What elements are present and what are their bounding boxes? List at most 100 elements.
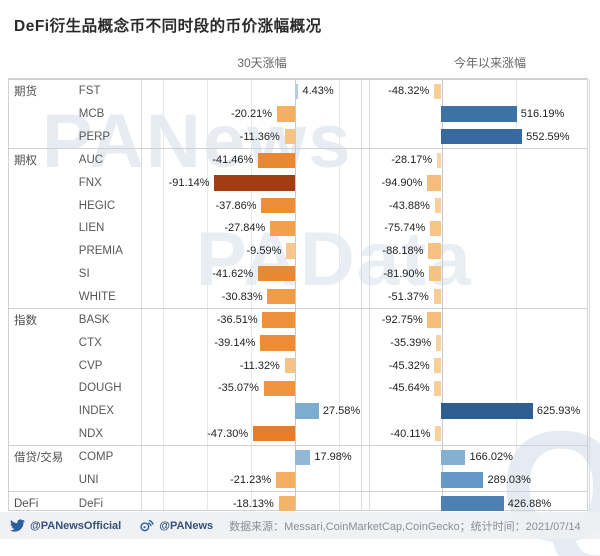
pane-header-ytd: 今年以来涨幅: [453, 56, 526, 70]
coin-label: LIEN: [78, 222, 105, 235]
pane-gap: [360, 332, 368, 355]
bar-ytd: [441, 472, 484, 488]
pane-gap: [360, 377, 368, 400]
table-row: PREMIA -9.59% -88.18%: [9, 240, 587, 263]
value-label: -35.39%: [390, 336, 432, 349]
table-row: DeFi DeFi -18.13% 426.88%: [9, 492, 587, 515]
chart-table: 期货 FST 4.43% -48.32% MCB -20.21% 516.19% PERP -1…: [8, 78, 590, 512]
gridline: [163, 79, 164, 510]
category-label: 期货: [14, 86, 37, 99]
pane-cell-ytd: -94.90%: [368, 172, 587, 195]
pane-gap: [360, 309, 368, 332]
value-label: -30.83%: [221, 290, 263, 303]
value-label: -45.32%: [388, 359, 430, 372]
pane-gap: [360, 125, 368, 148]
bar-d30: [214, 175, 295, 191]
value-label: -20.21%: [231, 108, 273, 121]
bar-ytd: [435, 425, 442, 442]
coin-label: WHITE: [78, 290, 116, 303]
table-row: PERP -11.36% 552.59%: [9, 125, 587, 148]
bar-d30: [257, 266, 295, 282]
coin-label: MCB: [78, 108, 105, 121]
pane-cell-d30: -35.07%: [141, 377, 360, 400]
category-label: [9, 332, 79, 355]
category-label: [9, 354, 79, 377]
gridline: [515, 79, 517, 510]
pane-gap: [360, 80, 368, 103]
bar-ytd: [434, 83, 442, 99]
value-label: -11.36%: [239, 130, 280, 143]
value-label: -43.88%: [388, 199, 430, 212]
pane-cell-d30: 4.43%: [141, 80, 360, 103]
bar-ytd: [433, 288, 442, 305]
bar-d30: [294, 403, 319, 419]
pane-header-30d: 30天涨幅: [237, 56, 287, 70]
pane-cell-ytd: -35.39%: [368, 332, 587, 355]
pane-cell-d30: -39.14%: [141, 332, 360, 355]
value-label: 552.59%: [526, 130, 570, 143]
pane-cell-d30: -18.13%: [141, 492, 360, 515]
value-label: 426.88%: [507, 497, 552, 510]
value-label: -92.75%: [381, 314, 423, 327]
coin-label: DOUGH: [78, 382, 122, 395]
bar-d30: [270, 220, 295, 237]
pane-cell-d30: -27.84%: [141, 217, 360, 240]
bar-ytd: [429, 220, 442, 237]
bar-ytd: [427, 175, 442, 191]
pane-gap: [360, 285, 368, 308]
pane-cell-ytd: -81.90%: [368, 263, 587, 286]
pane-cell-ytd: -88.18%: [368, 240, 587, 263]
pane-cell-d30: -9.59%: [141, 240, 360, 263]
table-row: 期权 AUC -41.46% -28.17%: [9, 149, 587, 172]
table-row: FNX -91.14% -94.90%: [9, 172, 587, 195]
pane-cell-d30: -30.83%: [141, 285, 360, 308]
pane-border: [589, 79, 590, 510]
coin-label: HEGIC: [78, 199, 116, 212]
category-label: [9, 377, 79, 400]
category-label: [9, 103, 79, 126]
pane-cell-ytd: 289.03%: [368, 469, 587, 492]
value-label: 625.93%: [536, 404, 581, 417]
value-label: -47.30%: [207, 427, 249, 440]
pane-border: [369, 79, 370, 510]
pane-gap: [360, 240, 368, 263]
bar-d30: [262, 312, 295, 328]
bar-ytd: [441, 495, 504, 512]
weibo-handle: @PANews: [159, 519, 214, 532]
pane-gap: [360, 422, 368, 445]
value-label: -51.37%: [387, 290, 429, 303]
twitter-handle: @PANewsOfficial: [30, 519, 122, 532]
table-row: UNI -21.23% 289.03%: [9, 469, 587, 492]
bar-d30: [260, 335, 295, 351]
category-group: DeFi DeFi -18.13% 426.88%: [9, 491, 587, 515]
pane-gap: [360, 103, 368, 126]
pane-cell-ytd: 166.02%: [368, 446, 587, 469]
bar-ytd: [428, 243, 442, 259]
pane-cell-ytd: -40.11%: [368, 422, 587, 445]
pane-cell-d30: -37.86%: [141, 194, 360, 217]
zero-axis: [295, 79, 296, 510]
table-row: 指数 BASK -36.51% -92.75%: [9, 309, 587, 332]
table-row: LIEN -27.84% -75.74%: [9, 217, 587, 240]
twitter-icon: [10, 518, 25, 533]
table-row: DOUGH -35.07% -45.64%: [9, 377, 587, 400]
zero-axis: [442, 79, 444, 510]
category-label: [9, 263, 79, 286]
pane-gap: [360, 149, 368, 172]
category-label: [9, 400, 79, 423]
bar-ytd: [429, 266, 442, 282]
pane-gap: [360, 446, 368, 469]
value-label: 516.19%: [520, 108, 565, 121]
pane-gap: [360, 469, 368, 492]
pane-cell-d30: -91.14%: [141, 172, 360, 195]
coin-label: NDX: [78, 427, 104, 440]
coin-label: FNX: [78, 177, 102, 190]
table-row: 期货 FST 4.43% -48.32%: [9, 80, 587, 103]
bar-ytd: [434, 198, 442, 214]
pane-cell-ytd: 552.59%: [368, 125, 587, 148]
category-label: [9, 217, 79, 240]
value-label: -18.13%: [232, 497, 274, 510]
pane-cell-d30: -20.21%: [141, 103, 360, 126]
value-label: -21.23%: [230, 474, 272, 487]
bar-ytd: [427, 312, 442, 328]
